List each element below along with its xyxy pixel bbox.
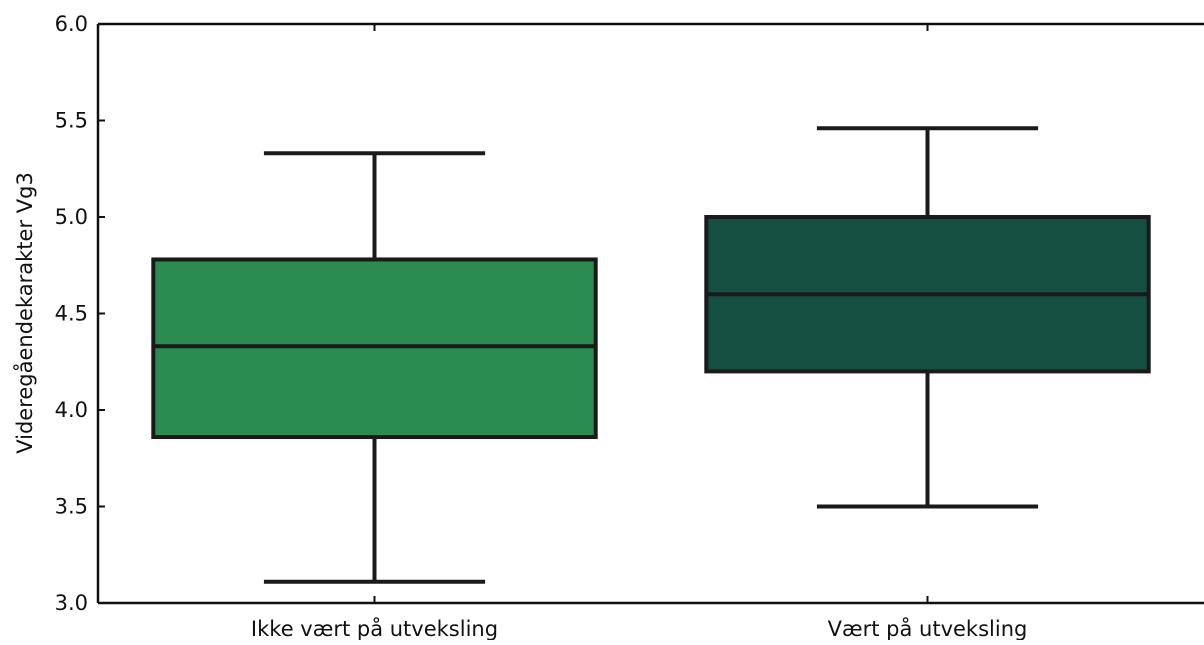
y-tick-label: 6.0	[55, 12, 88, 36]
box-group	[151, 151, 598, 584]
box-group	[704, 126, 1151, 509]
y-tick-label: 3.5	[55, 495, 88, 519]
x-tick-label: Vært på utveksling	[828, 616, 1028, 640]
y-tick-label: 3.0	[55, 591, 88, 615]
y-ticks: 3.0 3.5 4.0 4.5 5.0 5.5 6.0	[55, 12, 105, 615]
x-tick-label: Ikke vært på utveksling	[251, 616, 498, 640]
y-tick-label: 5.0	[55, 205, 88, 229]
y-axis-label: Videregåendekarakter Vg3	[12, 172, 37, 454]
y-tick-label: 4.0	[55, 398, 88, 422]
x-ticks: Ikke vært på utveksling Vært på utvekslin…	[251, 24, 1028, 641]
y-tick-label: 5.5	[55, 109, 88, 133]
plot-area	[151, 126, 1151, 584]
y-tick-label: 4.5	[55, 302, 88, 326]
